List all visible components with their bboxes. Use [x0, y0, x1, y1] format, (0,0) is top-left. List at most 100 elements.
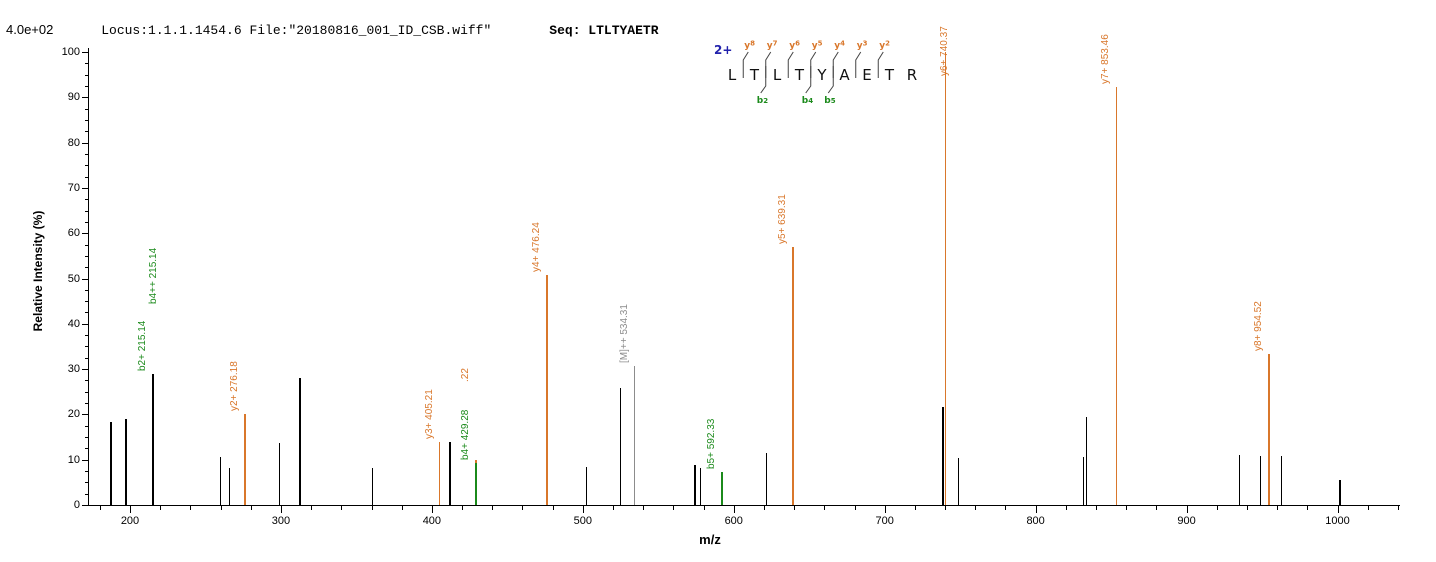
y-tick-label: 100 [61, 46, 80, 58]
spectrum-peak [1268, 354, 1270, 505]
y-ion-label: y3 [857, 40, 868, 52]
x-tick-label: 200 [120, 515, 140, 527]
x-minor-tick [522, 506, 524, 510]
peak-label: [M]++ 534.31 [618, 303, 630, 363]
y-tick-label: 20 [67, 408, 80, 421]
x-minor-tick [1216, 506, 1218, 510]
y-minor-tick [85, 176, 88, 178]
x-minor-tick [1246, 506, 1248, 510]
spectrum-peak [1339, 480, 1341, 505]
x-minor-tick [190, 506, 192, 510]
y-ion-marker [832, 51, 839, 78]
y-minor-tick [85, 199, 88, 201]
y-major-tick [82, 459, 88, 461]
x-minor-tick [1397, 506, 1399, 510]
spectrum-peak [792, 246, 794, 505]
y-major-tick [82, 505, 88, 506]
b-ion-label: b4 [802, 96, 813, 106]
y-tick-label: 60 [67, 227, 80, 240]
b-ion-marker [827, 66, 834, 94]
x-tick-label: 300 [271, 515, 291, 527]
b-ion-label: b2 [757, 96, 768, 106]
y-ion-label: y8 [744, 40, 755, 52]
spectrum-peak [1238, 455, 1241, 505]
x-minor-tick [99, 506, 101, 510]
spectrum-peak [1082, 456, 1085, 505]
y-minor-tick [85, 131, 88, 133]
x-minor-tick [703, 506, 705, 510]
peak-label: y4+ 476.24 [530, 222, 542, 272]
y-ion-marker [877, 51, 884, 78]
spectrum-peak [110, 422, 112, 505]
spectrum-peak [957, 457, 960, 505]
x-major-tick [431, 506, 433, 513]
peak-label: b4++ 215.14 [147, 247, 159, 304]
y-minor-tick [85, 425, 88, 427]
b-ion-label: b5 [824, 96, 835, 106]
y-tick-label: 0 [73, 499, 80, 511]
spectrum-peak [438, 441, 441, 505]
b-ion-marker [760, 66, 767, 94]
y-tick-label: 80 [67, 136, 80, 149]
x-minor-tick [673, 506, 675, 510]
y-ion-label: y7 [767, 40, 778, 52]
y-major-tick [82, 97, 88, 99]
x-minor-tick [914, 506, 916, 510]
peak-label: b5+ 592.33 [706, 418, 718, 469]
x-minor-tick [1005, 506, 1007, 510]
b-ion-marker [805, 66, 812, 94]
spectrum-peak [219, 456, 222, 505]
spectrum-peak [721, 471, 723, 505]
spectrum-peak [765, 452, 768, 505]
peak-label: .22 [459, 367, 471, 382]
x-minor-tick [1367, 506, 1369, 510]
y-minor-tick [85, 74, 88, 76]
x-minor-tick [311, 506, 313, 510]
x-axis-title: m/z [699, 532, 721, 547]
residue-letter: Y [816, 66, 827, 84]
spectrum-peak [152, 373, 154, 505]
y-minor-tick [85, 335, 88, 337]
x-tick-label: 600 [724, 515, 743, 527]
residue-letter: R [907, 66, 917, 84]
x-tick-label: 700 [875, 515, 894, 527]
x-minor-tick [854, 506, 856, 510]
y-major-tick [82, 187, 88, 189]
spectrum-peak [694, 465, 696, 505]
y-minor-tick [85, 210, 88, 212]
x-minor-tick [1126, 506, 1128, 510]
y-ion-marker [765, 51, 772, 78]
y-tick-label: 30 [67, 363, 80, 376]
header-line: Locus:1.1.1.1454.6 File:"20180816_001_ID… [70, 8, 659, 53]
y-tick-label: 50 [67, 272, 80, 285]
residue-letter: T [749, 66, 760, 84]
x-minor-tick [401, 506, 403, 510]
spectrum-peak [633, 365, 636, 505]
spectrum-peak [449, 441, 451, 505]
spectrum-peak [1259, 455, 1262, 505]
y-ion-marker [787, 51, 794, 78]
y-minor-tick [85, 437, 88, 439]
x-minor-tick [492, 506, 494, 510]
x-tick-label: 900 [1177, 515, 1196, 527]
y-major-tick [82, 369, 88, 371]
precursor-charge-label: 2+ [714, 43, 732, 57]
y-minor-tick [85, 448, 88, 450]
y-minor-tick [85, 221, 88, 223]
spectrum-peak [371, 468, 374, 505]
y-minor-tick [85, 244, 88, 246]
y-minor-tick [85, 267, 88, 269]
y-ion-label: y4 [834, 40, 845, 52]
x-tick-label: 800 [1026, 515, 1045, 527]
y-major-tick [82, 323, 88, 325]
y-minor-tick [85, 380, 88, 382]
header-sequence: Seq: LTLTYAETR [549, 23, 659, 38]
x-minor-tick [1156, 506, 1158, 510]
y-tick-label: 70 [67, 181, 80, 194]
x-minor-tick [824, 506, 826, 510]
x-tick-label: 500 [573, 515, 592, 527]
y-axis-title: Relative Intensity (%) [31, 210, 45, 332]
x-minor-tick [250, 506, 252, 510]
x-minor-tick [1096, 506, 1098, 510]
